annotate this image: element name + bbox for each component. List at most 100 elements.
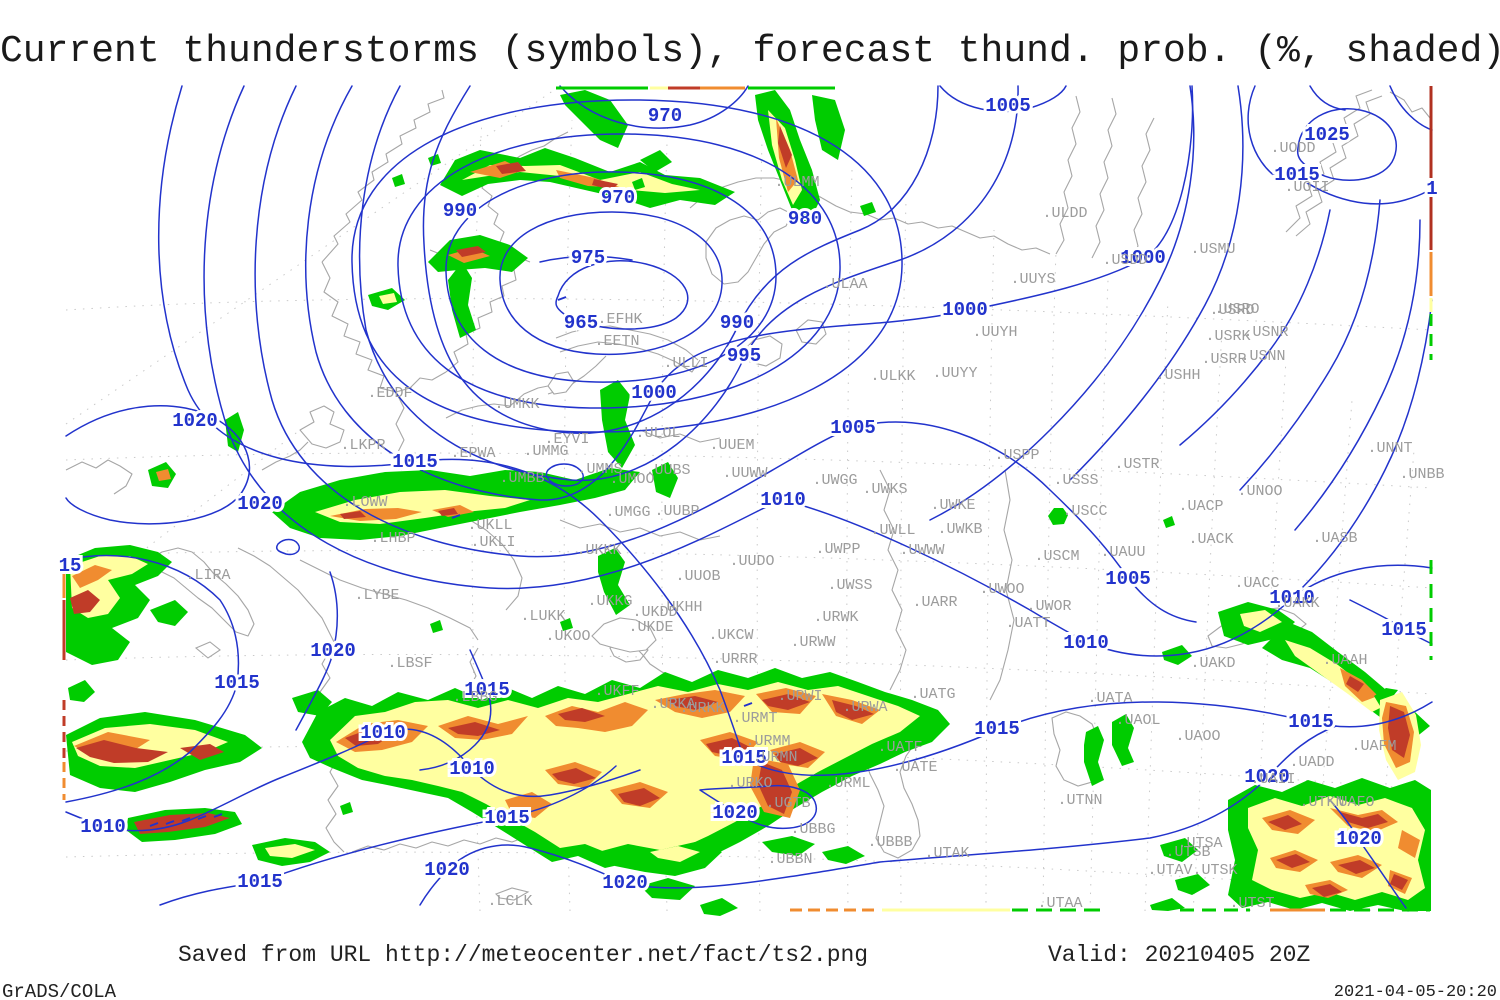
station-label: .LKPR [340,437,385,454]
prob-area-green [600,380,635,468]
station-label: .EDDF [367,385,412,402]
isobar-label: 1010 [80,816,126,838]
prob-area-yellow [379,293,397,304]
isobar-label: 1010 [449,758,495,780]
coastline [299,559,479,641]
station-label: .USPP [994,447,1039,464]
prob-area-red [438,508,458,516]
station-label: .UKDD [632,604,677,621]
station-label: .URMM [745,733,790,750]
station-label: .UUOB [675,568,720,585]
prob-area-yellow [265,844,315,858]
prob-area-red [1346,676,1364,692]
station-label: .UWKS [862,481,907,498]
footer-timestamp: 2021-04-05-20:20 [1333,983,1497,1000]
isobar-label: 1015 [1288,711,1334,733]
station-label: .UBBG [790,821,835,838]
isobar-label: 965 [564,312,598,334]
isobar-label: 1015 [1381,619,1427,641]
station-label: .LUKK [520,608,565,625]
prob-area-green [652,462,678,498]
isobar-label: 1010 [760,489,806,511]
station-label: .UAFO [1329,794,1374,811]
thunderstorm-symbol [743,702,753,707]
prob-area-red [448,722,500,736]
coastline [261,441,309,471]
prob-area-green [560,618,573,631]
station-label: .UKOO [545,628,590,645]
prob-area-green [640,150,672,172]
isobar-label: 990 [720,312,754,334]
isobar-label: 15 [59,555,82,577]
coastline [821,197,1051,255]
thunderstorm-symbol [149,822,159,827]
isobar-line [159,765,617,906]
prob-area-green [1175,874,1210,895]
graticule-line [65,452,1433,489]
prob-area-red [618,788,660,806]
station-label: .URML [825,775,870,792]
isobar-line [419,725,1337,906]
station-label: .UTAK [924,845,969,862]
prob-area-yellow [1285,640,1388,712]
station-label: .UUEM [709,437,754,454]
isobar-label: 1015 [1274,164,1320,186]
footer-valid-time: Valid: 20210405 20Z [1048,942,1311,968]
prob-area-red [778,126,792,168]
isobar-line [254,85,1197,623]
isobar-line [699,784,817,830]
prob-area-green [860,202,876,216]
station-label: .UMOO [609,471,654,488]
isobar-label: 1015 [721,747,767,769]
prob-area-red [668,696,718,710]
station-label: .UAOL [1115,712,1160,729]
station-label: .UWKE [930,497,975,514]
station-label: .LOWW [342,494,387,511]
station-label: .LIRA [185,567,230,584]
isobar-label: 1015 [464,679,510,701]
station-label: .USNR [1243,324,1288,341]
prob-area-red [758,762,792,814]
station-label: .UTSA [1177,835,1222,852]
prob-area-green [822,846,865,864]
prob-area-orange [156,469,171,481]
isobar-line [1389,85,1433,131]
isobar-label: 1020 [172,410,218,432]
station-label: .URWW [790,634,835,651]
isobar-layer [65,85,1433,912]
footer-saved-from-url: Saved from URL http://meteocenter.net/fa… [178,942,869,968]
prob-area-green [1084,726,1104,786]
station-label: .UTNN [1057,792,1102,809]
station-label: .UWWW [899,542,944,559]
isobar-label: 1020 [237,493,283,515]
station-label: .UKLL [467,517,512,534]
station-label: .URMN [752,749,797,766]
isobar-line [559,85,749,129]
station-label: .UNNT [1367,440,1412,457]
station-label: .URWI [777,688,822,705]
coastline [325,757,345,853]
isobar-label: 1 [1426,178,1437,200]
station-label: .URKO [727,775,772,792]
coastline [639,429,721,443]
prob-area-green [428,154,441,166]
station-label: .UAII [1250,771,1295,788]
isobar-label-layer: 970 1005 1025 1015 970 990 980 975 1000 965 1000 99… [56,92,1441,897]
prob-area-red [496,162,526,174]
station-label: .UWGG [812,472,857,489]
isobar-line [1069,85,1244,481]
prob-area-green [340,802,353,815]
coastline [395,391,405,471]
isobar-line [539,255,633,263]
lake-outline [495,887,530,901]
station-label: .USCM [1034,548,1079,565]
prob-area-orange [505,792,552,818]
prob-area-green [560,90,628,148]
station-label: .UTKN [1299,794,1344,811]
isobar-line [1309,85,1346,111]
station-label: .URWA [842,699,887,716]
isobar-line [1296,108,1397,182]
footer-generator: GrADS/COLA [2,981,117,1000]
isobar-label: 1005 [985,95,1031,117]
station-label: .ULKK [870,368,915,385]
